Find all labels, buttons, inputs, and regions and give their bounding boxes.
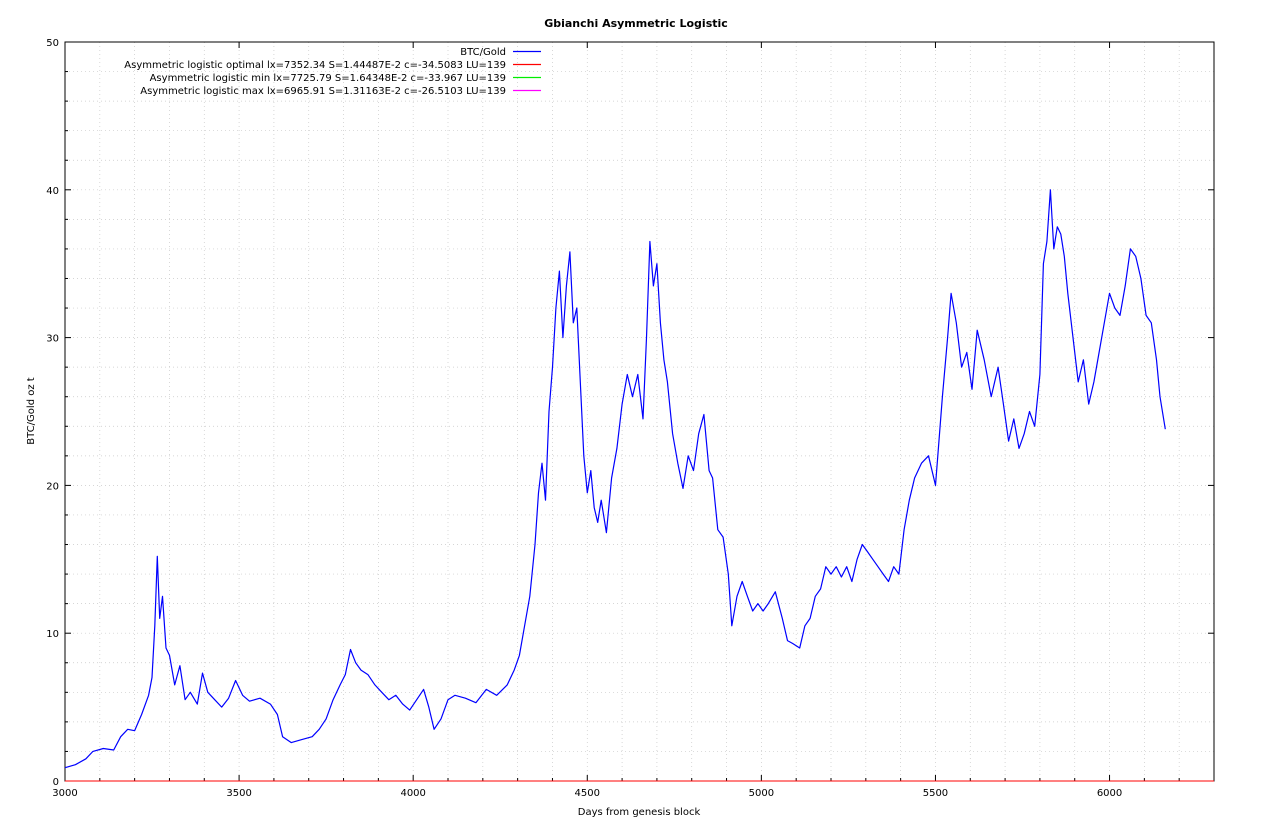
plot-frame <box>64 41 1215 782</box>
axis-ticks: 3000 3500 4000 4500 5000 5500 6000 0 10 20 30 40 50 <box>46 38 1214 799</box>
y-tick-label: 50 <box>46 38 59 49</box>
x-tick-label: 6000 <box>1097 788 1122 799</box>
y-tick-label: 40 <box>46 186 59 197</box>
legend-label-2: Asymmetric logistic min lx=7725.79 S=1.6… <box>150 73 506 84</box>
y-tick-label: 0 <box>53 777 59 788</box>
x-tick-label: 4500 <box>575 788 600 799</box>
grid <box>65 42 1214 781</box>
y-tick-label: 20 <box>46 481 59 492</box>
series-line-0 <box>64 189 1166 769</box>
legend: BTC/Gold Asymmetric logistic optimal lx=7… <box>124 47 541 97</box>
y-axis-label: BTC/Gold oz t <box>26 377 37 444</box>
chart-title: Gbianchi Asymmetric Logistic <box>544 17 728 30</box>
x-axis-label: Days from genesis block <box>578 807 701 818</box>
legend-label-1: Asymmetric logistic optimal lx=7352.34 S… <box>124 60 506 71</box>
x-tick-label: 3000 <box>52 788 77 799</box>
x-tick-label: 4000 <box>400 788 425 799</box>
x-tick-label: 5500 <box>923 788 948 799</box>
legend-label-3: Asymmetric logistic max lx=6965.91 S=1.3… <box>140 86 506 97</box>
x-tick-label: 3500 <box>226 788 251 799</box>
legend-label-0: BTC/Gold <box>460 47 506 58</box>
series-layer <box>64 189 1214 782</box>
y-tick-label: 10 <box>46 629 59 640</box>
y-tick-label: 30 <box>46 334 59 345</box>
x-tick-label: 5000 <box>749 788 774 799</box>
